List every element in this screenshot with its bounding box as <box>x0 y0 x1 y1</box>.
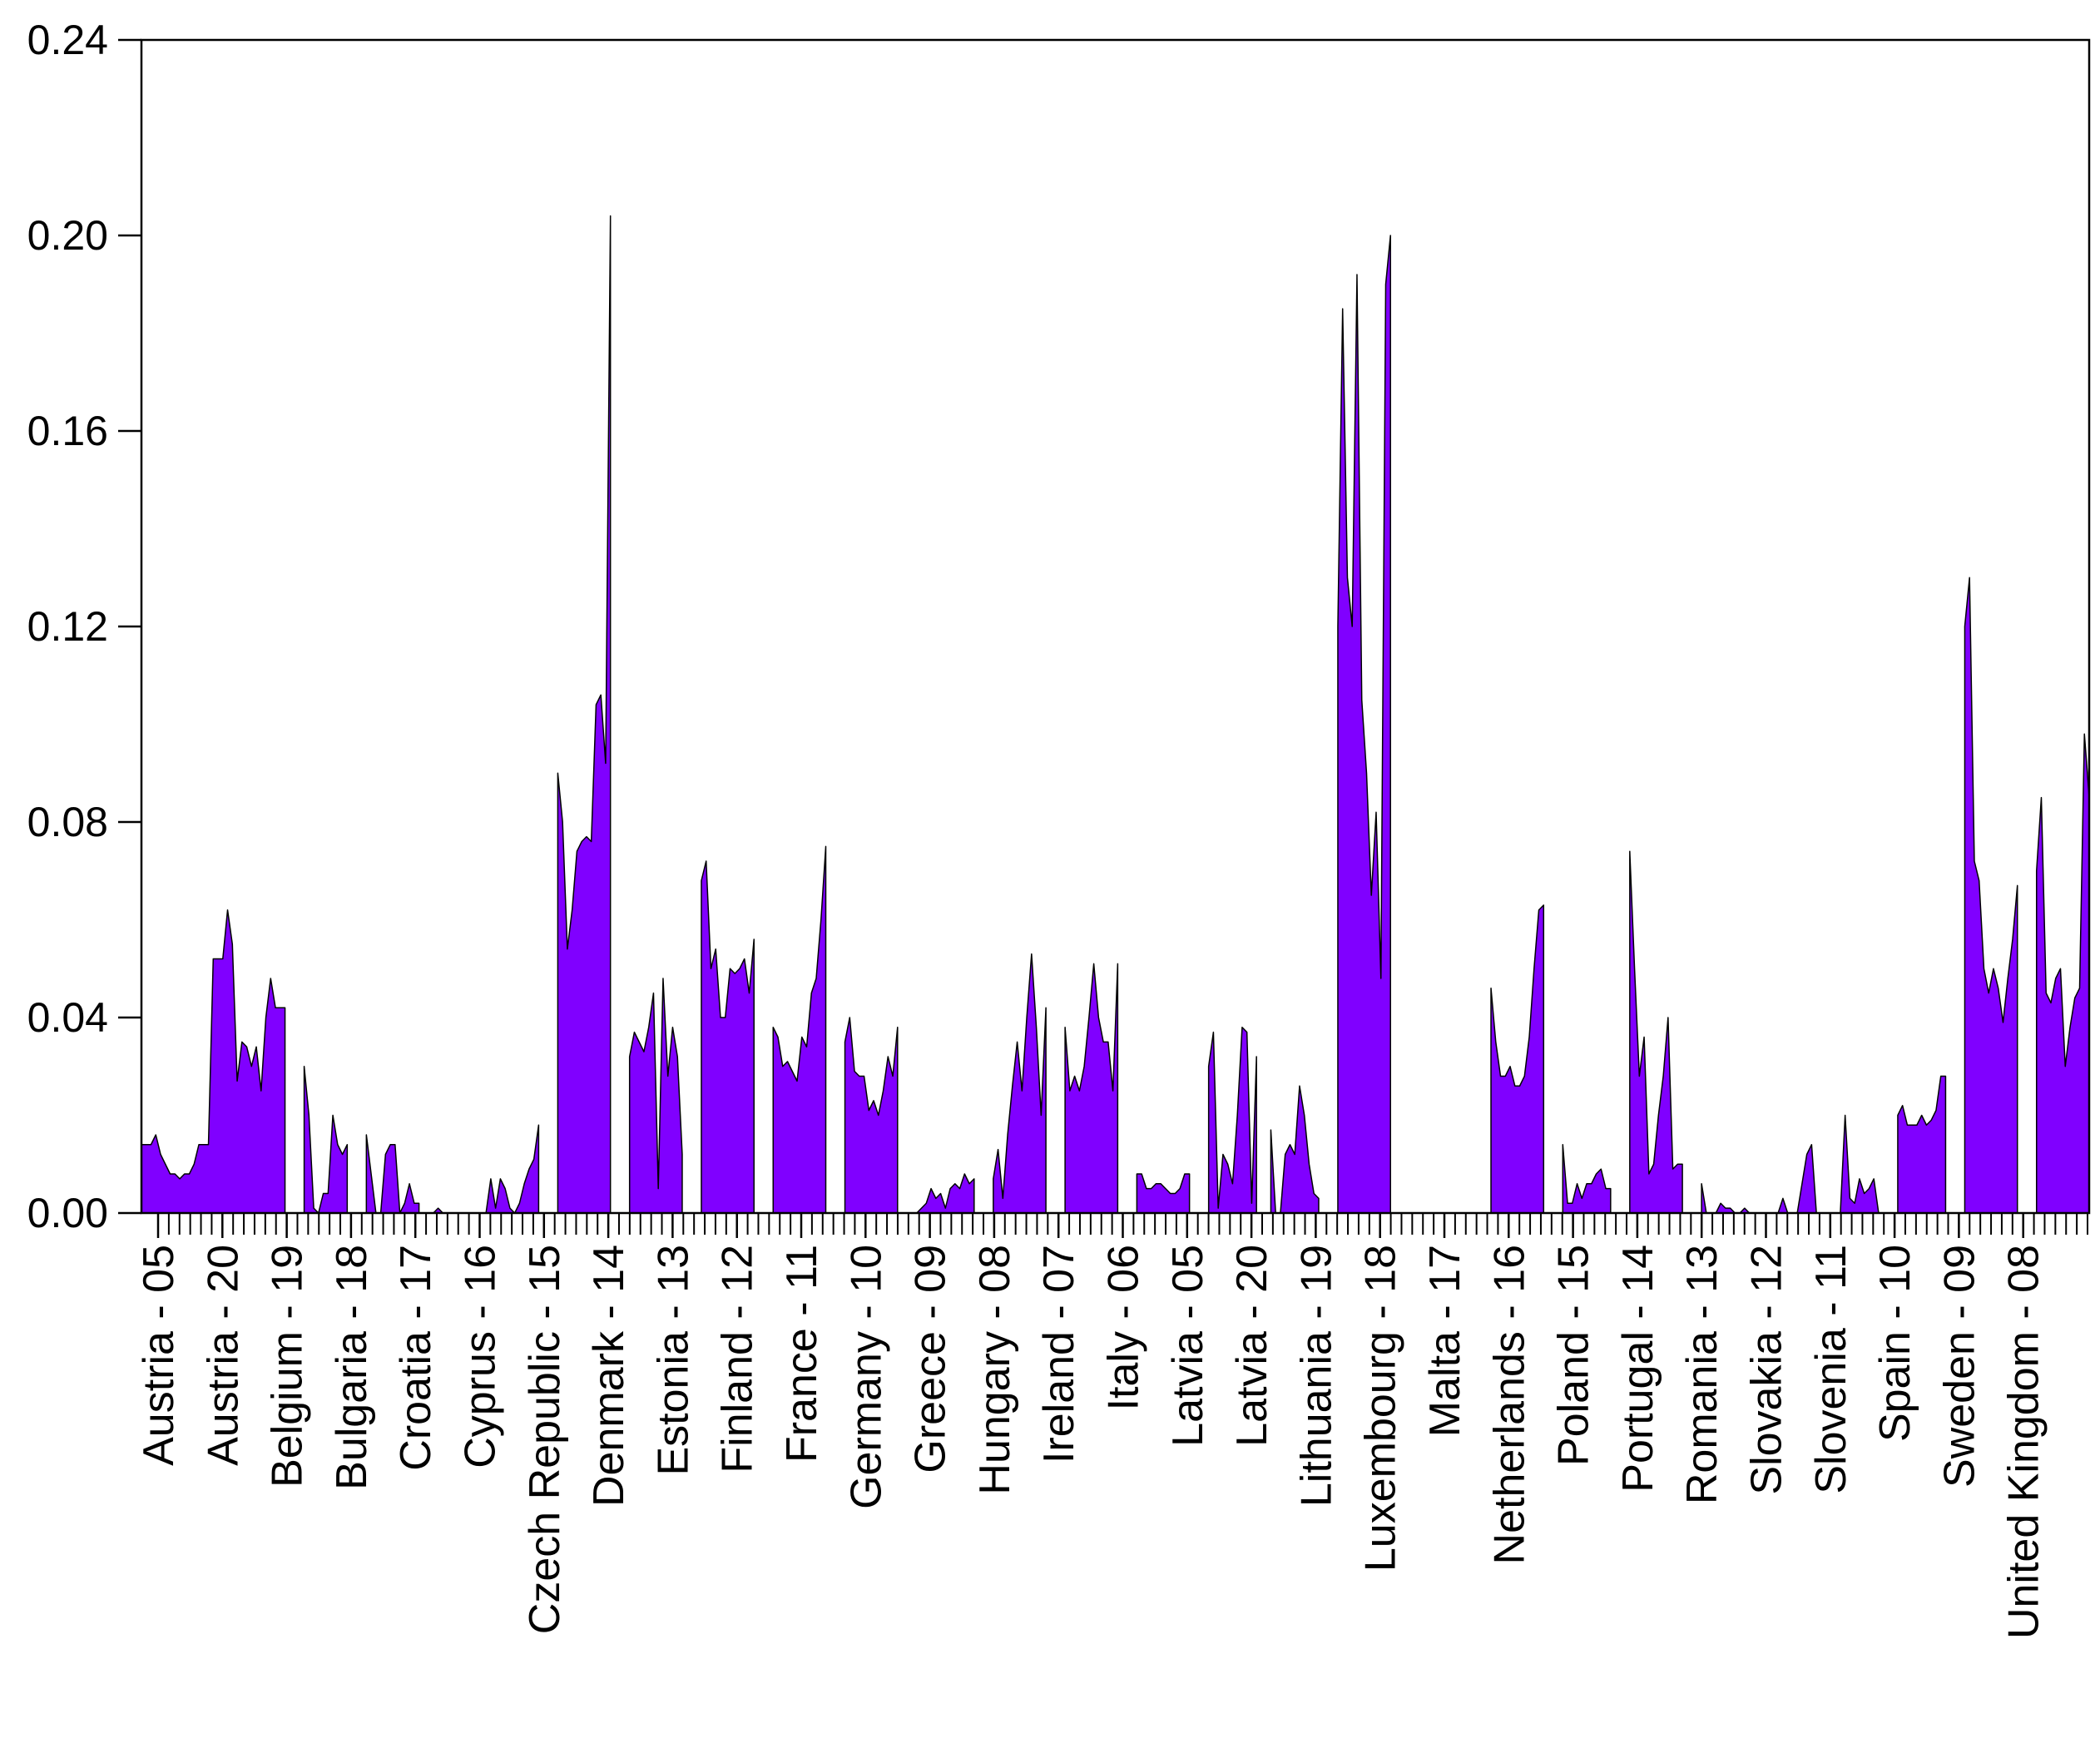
area-segment-9 <box>916 1173 975 1214</box>
area-segment-14 <box>1270 1085 1320 1214</box>
area-segment-21 <box>1897 1075 1947 1214</box>
area-segment-5 <box>628 978 683 1214</box>
x-tick-label: Latvia - 05 <box>1164 1245 1212 1447</box>
x-tick-label: Cyprus - 16 <box>457 1245 505 1468</box>
x-tick-label: Denmark - 14 <box>585 1245 633 1507</box>
area-segment-6 <box>701 860 755 1214</box>
area-segment-22 <box>1964 577 2018 1214</box>
y-tick-label: 0.16 <box>27 408 108 454</box>
x-tick-label: Poland - 15 <box>1550 1245 1598 1466</box>
x-tick-label: Slovakia - 12 <box>1743 1245 1791 1495</box>
x-tick-label: Bulgaria - 18 <box>328 1245 376 1490</box>
area-segment-20 <box>1701 1114 1880 1214</box>
x-tick-label: Luxembourg - 18 <box>1357 1245 1405 1572</box>
y-axis: 0.00 0.04 0.08 0.12 0.16 0.20 0.24 <box>27 17 141 1236</box>
y-tick-label: 0.00 <box>27 1190 108 1236</box>
x-tick-label: Latvia - 20 <box>1228 1245 1276 1447</box>
area-fill-group <box>141 215 2090 1214</box>
area-segment-23 <box>2035 733 2090 1214</box>
x-tick-label: Austria - 05 <box>135 1245 183 1466</box>
area-segment-15 <box>1337 235 1391 1214</box>
x-tick-label: Portugal - 14 <box>1614 1245 1662 1493</box>
x-tick-label: Malta - 17 <box>1421 1245 1469 1437</box>
area-segment-11 <box>1064 963 1119 1214</box>
area-segment-1 <box>303 1066 349 1214</box>
x-tick-label: Spain - 10 <box>1871 1245 1919 1442</box>
x-tick-label: Finland - 12 <box>714 1245 762 1473</box>
y-tick-label: 0.04 <box>27 994 108 1041</box>
area-segment-12 <box>1136 1173 1191 1214</box>
x-tick-label: Estonia - 13 <box>649 1245 697 1476</box>
x-tick-label: Romania - 13 <box>1678 1245 1726 1504</box>
x-tick-label: Greece - 09 <box>907 1245 955 1473</box>
area-segment-7 <box>772 845 827 1214</box>
area-segment-19 <box>1629 850 1683 1214</box>
x-axis: Austria - 05 Austria - 20 Belgium - 19 Bulg… <box>135 1213 2088 1639</box>
area-segment-0 <box>141 909 286 1214</box>
x-tick-label: Italy - 06 <box>1100 1245 1148 1410</box>
x-tick-label: Netherlands - 16 <box>1485 1245 1533 1564</box>
area-segment-18 <box>1562 1144 1612 1214</box>
area-segment-10 <box>993 953 1047 1214</box>
x-tick-label: Ireland - 07 <box>1035 1245 1083 1463</box>
x-tick-label: Croatia - 17 <box>392 1245 440 1471</box>
area-segment-8 <box>844 1017 899 1214</box>
x-tick-label: Belgium - 19 <box>264 1245 312 1488</box>
x-tick-label: Hungary - 08 <box>971 1245 1019 1495</box>
x-tick-label: France - 11 <box>778 1245 826 1463</box>
x-tick-label: Lithuania - 19 <box>1292 1245 1340 1507</box>
y-tick-label: 0.12 <box>27 603 108 650</box>
area-segment-13 <box>1207 1027 1257 1214</box>
area-segment-3 <box>428 1124 540 1214</box>
x-tick-label: Czech Republic - 15 <box>521 1245 569 1634</box>
y-tick-label: 0.20 <box>27 212 108 259</box>
x-tick-label: Sweden - 09 <box>1935 1245 1984 1488</box>
x-tick-label: Germany - 10 <box>842 1245 890 1509</box>
x-tick-label: United Kingdom - 08 <box>2000 1245 2048 1639</box>
y-tick-label: 0.24 <box>27 17 108 63</box>
y-tick-label: 0.08 <box>27 799 108 845</box>
area-segment-2 <box>365 1134 420 1214</box>
x-tick-label: Austria - 20 <box>199 1245 247 1466</box>
area-segment-17 <box>1490 904 1545 1214</box>
x-tick-label: Slovenia - 11 <box>1807 1245 1855 1494</box>
area-segment-4 <box>557 215 612 1214</box>
